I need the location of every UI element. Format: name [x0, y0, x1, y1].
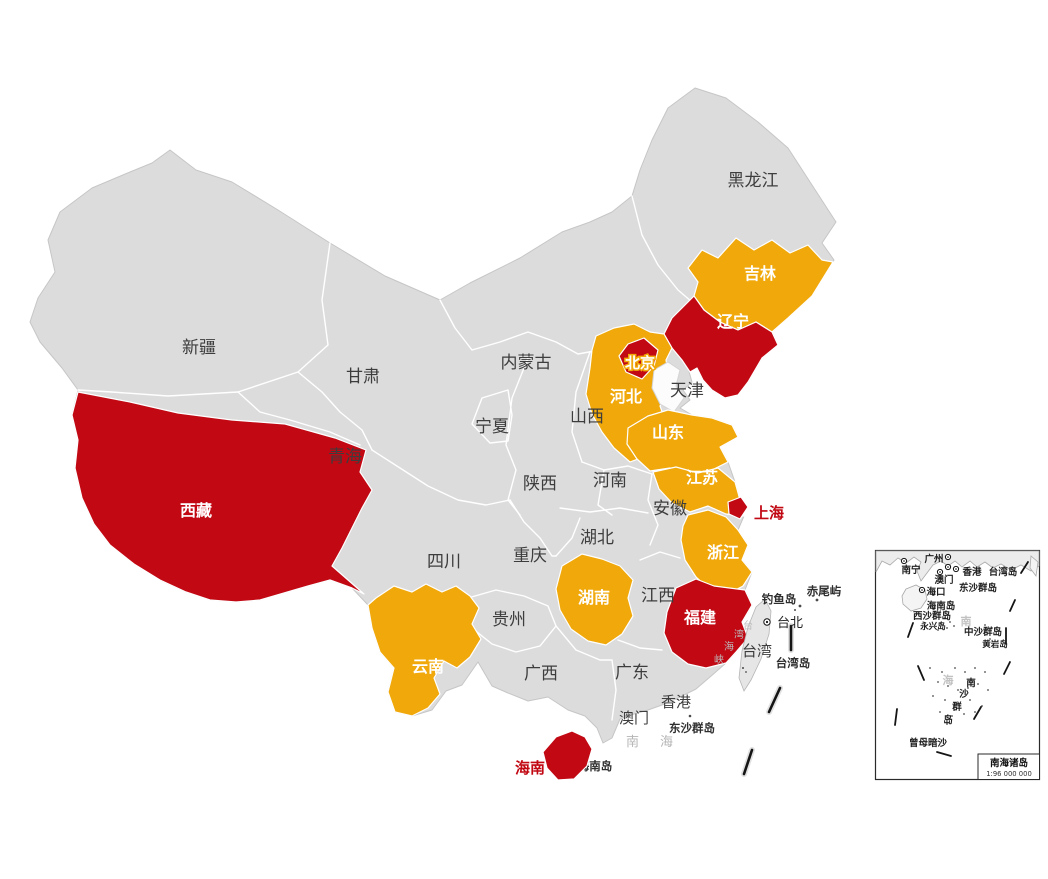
province-labels: 黑龙江 新疆 甘肃 内蒙古 宁夏 青海 山西 陕西 河南 四川 重庆 湖北 安徽… [180, 171, 784, 777]
inset-sea-label-nan: 南 [961, 614, 972, 628]
label-jiangxi: 江西 [641, 586, 675, 606]
inset-corner-title: 南海诸岛 [990, 757, 1028, 769]
inset-nansha-char-3: 群 [951, 701, 962, 713]
province-hunan[interactable] [555, 553, 634, 646]
inset-dash-segments [894, 561, 1029, 757]
label-yunnan: 云南 [412, 657, 444, 676]
inset-nansha-char-4: 岛 [943, 714, 953, 726]
province-shandong[interactable] [626, 409, 739, 474]
inset-taiwan-island [1029, 555, 1039, 578]
inset-corner-scale: 1:96 000 000 [986, 770, 1032, 778]
chiweiyu-label: 赤尾屿 [807, 584, 842, 598]
taiwan-strait-char-4: 峡 [714, 653, 724, 666]
label-xianggang: 香港 [661, 693, 691, 711]
province-beijing[interactable] [618, 337, 659, 380]
inset-label-zhongshaqundao: 中沙群岛 [964, 626, 1002, 638]
province-fujian[interactable] [663, 578, 753, 669]
province-yunnan[interactable] [367, 583, 482, 717]
diaoyudao-label: 钓鱼岛 [762, 592, 797, 606]
label-shanxi: 山西 [570, 407, 604, 427]
label-qinghai: 青海 [328, 447, 362, 467]
label-hunan: 湖南 [578, 588, 610, 607]
label-zhejiang: 浙江 [707, 543, 739, 562]
inset-city-markers [900, 553, 960, 594]
label-sichuan: 四川 [427, 552, 461, 572]
label-liaoning: 辽宁 [717, 312, 749, 331]
inset-label-xishaqundao: 西沙群岛 [913, 610, 951, 622]
inset-label-guangzhou: 广州 [924, 553, 943, 565]
inset-islet-dots [929, 582, 993, 725]
label-gansu: 甘肃 [346, 367, 380, 387]
inset-sea-label-hai: 海 [943, 673, 954, 687]
label-neimenggu: 内蒙古 [501, 353, 552, 373]
inset-nansha-char-1: 南 [966, 677, 976, 689]
nine-dash-line-segments [741, 623, 794, 777]
label-henan: 河南 [593, 471, 627, 491]
inset-labels: 南宁 广州 香港 澳门 台湾岛 海口 东沙群岛 海南岛 西沙群岛 永兴岛 中沙群… [901, 553, 1017, 749]
islet-dots-main [688, 598, 819, 718]
label-tianjin: 天津 [670, 381, 704, 401]
label-shandong: 山东 [652, 423, 684, 442]
inset-label-huangyandao: 黄岩岛 [982, 639, 1008, 650]
inset-corner-box: 南海诸岛 1:96 000 000 [977, 753, 1040, 780]
province-taiwan[interactable] [738, 598, 772, 692]
label-xinjiang: 新疆 [182, 338, 216, 358]
taiwandao-label: 台湾岛 [776, 656, 811, 670]
inset-frame [874, 549, 1041, 781]
label-chongqing: 重庆 [513, 546, 547, 566]
label-guizhou: 贵州 [492, 610, 526, 630]
label-shanghai: 上海 [754, 504, 784, 522]
inset-nansha-char-2: 沙 [959, 689, 969, 700]
inset-label-hainandao: 海南岛 [927, 600, 956, 612]
taiwan-strait-char-1: 台 [743, 619, 753, 632]
inset-label-taiwandao: 台湾岛 [989, 566, 1018, 578]
sea-labels: 南 海 台 湾 海 峡 [626, 619, 753, 750]
place-labels: 台北 台湾岛 钓鱼岛 赤尾屿 东沙群岛 [669, 584, 842, 735]
province-tianjin[interactable] [651, 361, 685, 413]
label-heilongjiang: 黑龙江 [728, 171, 779, 191]
label-hebei: 河北 [610, 387, 642, 406]
inset-label-aomen: 澳门 [934, 574, 953, 586]
province-zhejiang[interactable] [680, 509, 753, 595]
label-beijing: 北京 [625, 354, 655, 372]
label-ningxia: 宁夏 [475, 417, 509, 437]
label-hubei: 湖北 [580, 528, 614, 548]
province-xizang[interactable] [71, 391, 373, 603]
label-jiangsu: 江苏 [686, 468, 718, 487]
nanhai-inset: 南宁 广州 香港 澳门 台湾岛 海口 东沙群岛 海南岛 西沙群岛 永兴岛 中沙群… [874, 549, 1041, 781]
south-sea-label-hai: 海 [660, 735, 674, 750]
taiwan-strait-char-2: 湾 [734, 628, 744, 641]
taiwan-strait-char-3: 海 [724, 640, 734, 653]
label-guangdong: 广东 [615, 663, 649, 683]
label-shaanxi: 陕西 [523, 474, 557, 494]
label-hainan: 海南 [515, 759, 545, 777]
province-shanghai[interactable] [727, 496, 749, 520]
taipei-city-marker [763, 618, 771, 626]
inset-label-nanning: 南宁 [901, 564, 921, 576]
south-sea-label-nan: 南 [626, 734, 640, 750]
label-fujian: 福建 [683, 608, 716, 627]
taibei-label: 台北 [777, 616, 803, 631]
inset-label-dongshaqundao: 东沙群岛 [959, 582, 997, 594]
label-jilin: 吉林 [744, 264, 776, 283]
label-guangxi: 广西 [524, 664, 558, 684]
inset-label-zengmuansha: 曾母暗沙 [909, 737, 948, 749]
label-taiwan: 台湾 [742, 642, 772, 660]
inset-label-yongxingdao: 永兴岛 [919, 621, 946, 632]
province-hainan[interactable] [542, 730, 593, 781]
dongshaqundao-label: 东沙群岛 [669, 721, 715, 735]
label-aomen: 澳门 [619, 709, 649, 727]
label-xizang: 西藏 [180, 501, 212, 520]
inset-label-xianggang: 香港 [961, 566, 982, 578]
inset-label-haikou: 海口 [926, 586, 945, 598]
label-anhui: 安徽 [653, 499, 687, 519]
